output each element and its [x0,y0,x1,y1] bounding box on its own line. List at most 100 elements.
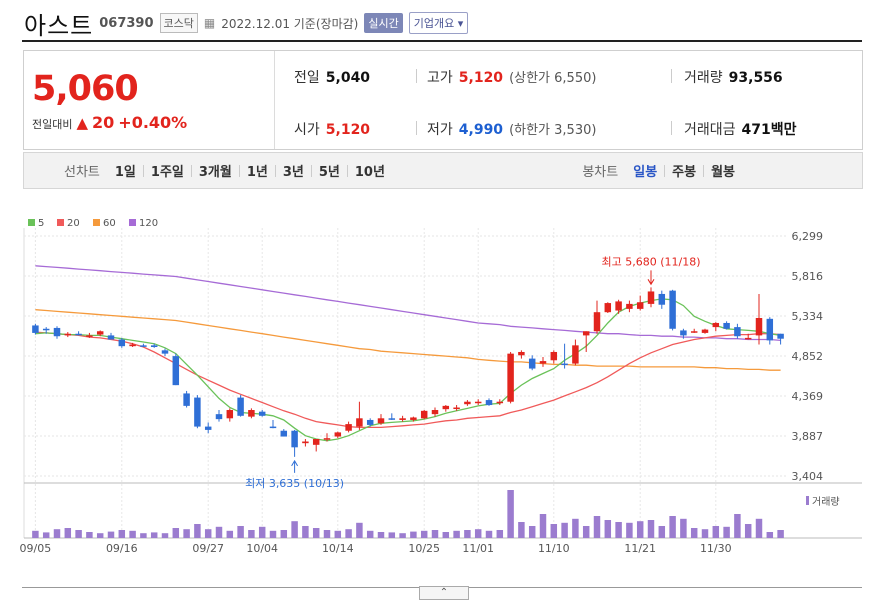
stock-header: 아스트 067390 코스닥 ▦ 2022.12.01 기준(장마감) 실시간 … [24,8,469,40]
volume-bar [755,518,763,538]
line-period-tab[interactable]: 5년 [318,165,340,180]
tab-separator [190,164,192,177]
candle-body [680,330,687,336]
candle-period-tab[interactable]: 월봉 [711,165,735,180]
company-overview-button[interactable]: 기업개요 ▾ [408,12,469,34]
volume-bar [356,522,363,538]
volume-bar [258,526,266,538]
candle-body [75,333,82,336]
volume-label: 거래량 [684,70,723,86]
line-period-tab[interactable]: 10년 [354,165,385,180]
line-chart-label: 선차트 [64,165,100,180]
volume-bar [572,518,579,538]
cell-separator [416,69,417,83]
volume-bar [183,529,190,538]
volume-bar [615,522,622,538]
y-tick-label: 3,404 [792,470,824,483]
candle-body [723,322,730,329]
tab-separator [238,164,240,177]
candle-body [453,407,460,410]
candle-body [399,418,406,420]
volume-bar [96,533,104,538]
candle-body [561,363,568,366]
volume-bar [64,528,72,538]
candle-body [377,418,385,424]
volume-bar [593,516,601,538]
ma60-line [35,309,781,371]
volume-bar [388,532,396,538]
volume-bar [172,528,180,538]
legend-label: 5 [38,218,44,229]
tab-separator [703,164,705,177]
candle-chart-label: 봉차트 [582,165,619,180]
low-label: 저가 [427,122,453,138]
y-tick-label: 4,852 [792,350,824,363]
volume-bar [410,531,417,538]
legend-swatch [57,219,64,226]
cell-separator [416,121,417,135]
volume-bar [539,514,547,538]
volume-bar [399,533,406,538]
volume-bar [226,530,234,538]
volume-bar [345,529,352,538]
candle-body [539,361,547,364]
candle-body [323,438,331,440]
line-period-tab[interactable]: 1일 [114,165,136,180]
candle-body [194,397,201,427]
x-tick-label: 09/16 [106,542,138,555]
price-change: 전일대비 ▲ 20 +0.40% [32,113,187,132]
x-tick-label: 09/27 [192,542,224,555]
volume-bar [334,530,342,538]
volume-bar [431,530,439,538]
volume-bar [42,532,50,538]
candle-body [366,419,374,425]
upper-limit: (상한가 6,550) [509,71,597,86]
legend-label: 120 [139,218,158,229]
candle-body [572,345,579,364]
amount-value: 471백만 [741,122,797,138]
candle-period-tab[interactable]: 주봉 [672,165,697,180]
line-period-tab[interactable]: 3년 [282,165,304,180]
volume-bar [420,530,428,538]
volume-bar [777,530,784,538]
candle-body [312,439,320,445]
candle-period-tab[interactable]: 일봉 [633,165,658,180]
volume-bar [194,524,201,538]
volume-bar [118,530,126,538]
candle-body [118,339,126,347]
ma120-line [35,265,781,342]
collapse-toggle-button[interactable]: ⌃ [419,586,469,600]
min-arrow-head [291,459,299,467]
line-period-tab[interactable]: 3개월 [198,165,232,180]
candle-body [410,417,417,420]
candle-chart-tabs: 일봉 주봉 월봉 [626,161,742,180]
candle-body [658,293,666,305]
prev-value: 5,040 [325,70,371,86]
candle-body [669,290,676,329]
volume-bar [744,524,752,538]
line-period-tab[interactable]: 1년 [246,165,268,180]
amount-cell: 거래대금 471백만 [684,119,797,139]
volume-bar [215,526,223,538]
legend-swatch [129,219,136,226]
line-period-tab[interactable]: 1주일 [150,165,184,180]
volume-bar [518,522,525,538]
low-price: 저가 4,990 (하한가 3,530) [427,119,596,139]
stock-code: 067390 [99,15,154,31]
stock-chart[interactable]: 6,299 5,816 5,334 4,852 4,369 3,887 3,404 09/05… [0,200,876,600]
candle-body [755,317,763,336]
volume-bar [53,529,61,538]
x-tick-label: 10/04 [246,542,278,555]
stock-name[interactable]: 아스트 [24,11,94,40]
ma20-line [35,331,781,429]
ma5-line [35,298,781,442]
legend-label: 60 [103,218,116,229]
realtime-button[interactable]: 실시간 [364,13,403,33]
candle-body [388,418,396,420]
volume-bar [582,526,590,538]
volume-bar [636,521,644,538]
candle-body [582,331,590,336]
y-tick-label: 5,816 [792,270,824,283]
candle-body [302,441,309,444]
volume-bar [237,526,244,538]
